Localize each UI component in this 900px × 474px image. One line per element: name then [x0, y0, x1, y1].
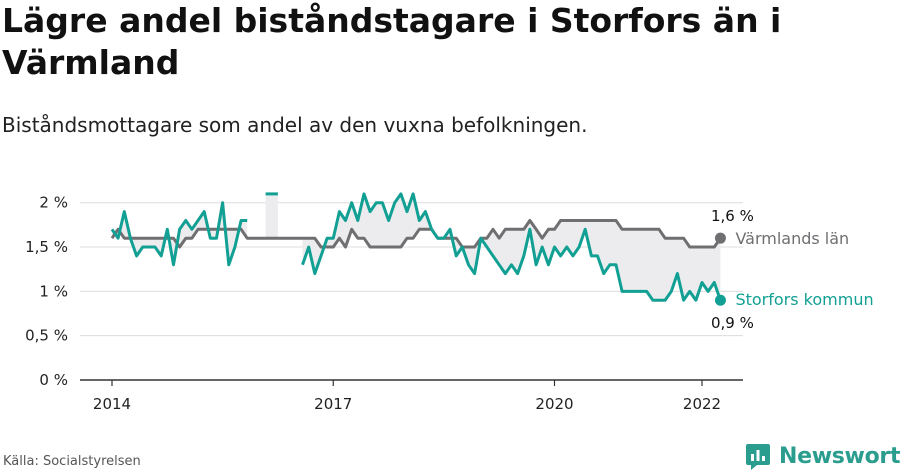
x-tick-label: 2020: [535, 395, 573, 413]
series-name-storfors: Storfors kommun: [735, 290, 873, 309]
newsworthy-logo-icon: [746, 444, 770, 470]
series-line-storfors: [110, 201, 248, 267]
series-line-varmland: [110, 219, 722, 249]
y-tick-label: 0 %: [39, 371, 68, 389]
axes: 0 % 0,5 % 1 % 1,5 % 2 % 2014 2017 2020 2022: [25, 194, 743, 413]
y-tick-label: 1,5 %: [25, 238, 68, 256]
y-tick-label: 2 %: [39, 194, 68, 212]
x-tick-label: 2014: [93, 395, 131, 413]
end-value-varmland: 1,6 %: [711, 207, 754, 225]
series-line-varmland-end-dot: [714, 232, 726, 244]
chart-title: Lägre andel biståndstagare i Storfors än…: [2, 1, 782, 82]
brand[interactable]: Newsworthy: [745, 441, 900, 471]
series-line-storfors-end-dot: [714, 294, 726, 306]
brand-name: Newsworthy: [779, 443, 900, 469]
series-lines: [110, 192, 726, 306]
x-tick-label: 2022: [683, 395, 721, 413]
source-note: Källa: Socialstyrelsen: [3, 454, 141, 469]
series-name-varmland: Värmlands län: [735, 229, 849, 248]
x-tick-label: 2017: [314, 395, 352, 413]
end-value-storfors: 0,9 %: [711, 314, 754, 332]
chart-subtitle: Biståndsmottagare som andel av den vuxna…: [2, 113, 588, 137]
band-segment: [302, 193, 721, 301]
y-tick-label: 1 %: [39, 282, 68, 300]
y-tick-label: 0,5 %: [25, 327, 68, 345]
series-labels: Värmlands län 1,6 % Storfors kommun 0,9 %: [711, 207, 874, 332]
band-segment: [265, 193, 278, 239]
series-line-storfors: [301, 192, 722, 302]
